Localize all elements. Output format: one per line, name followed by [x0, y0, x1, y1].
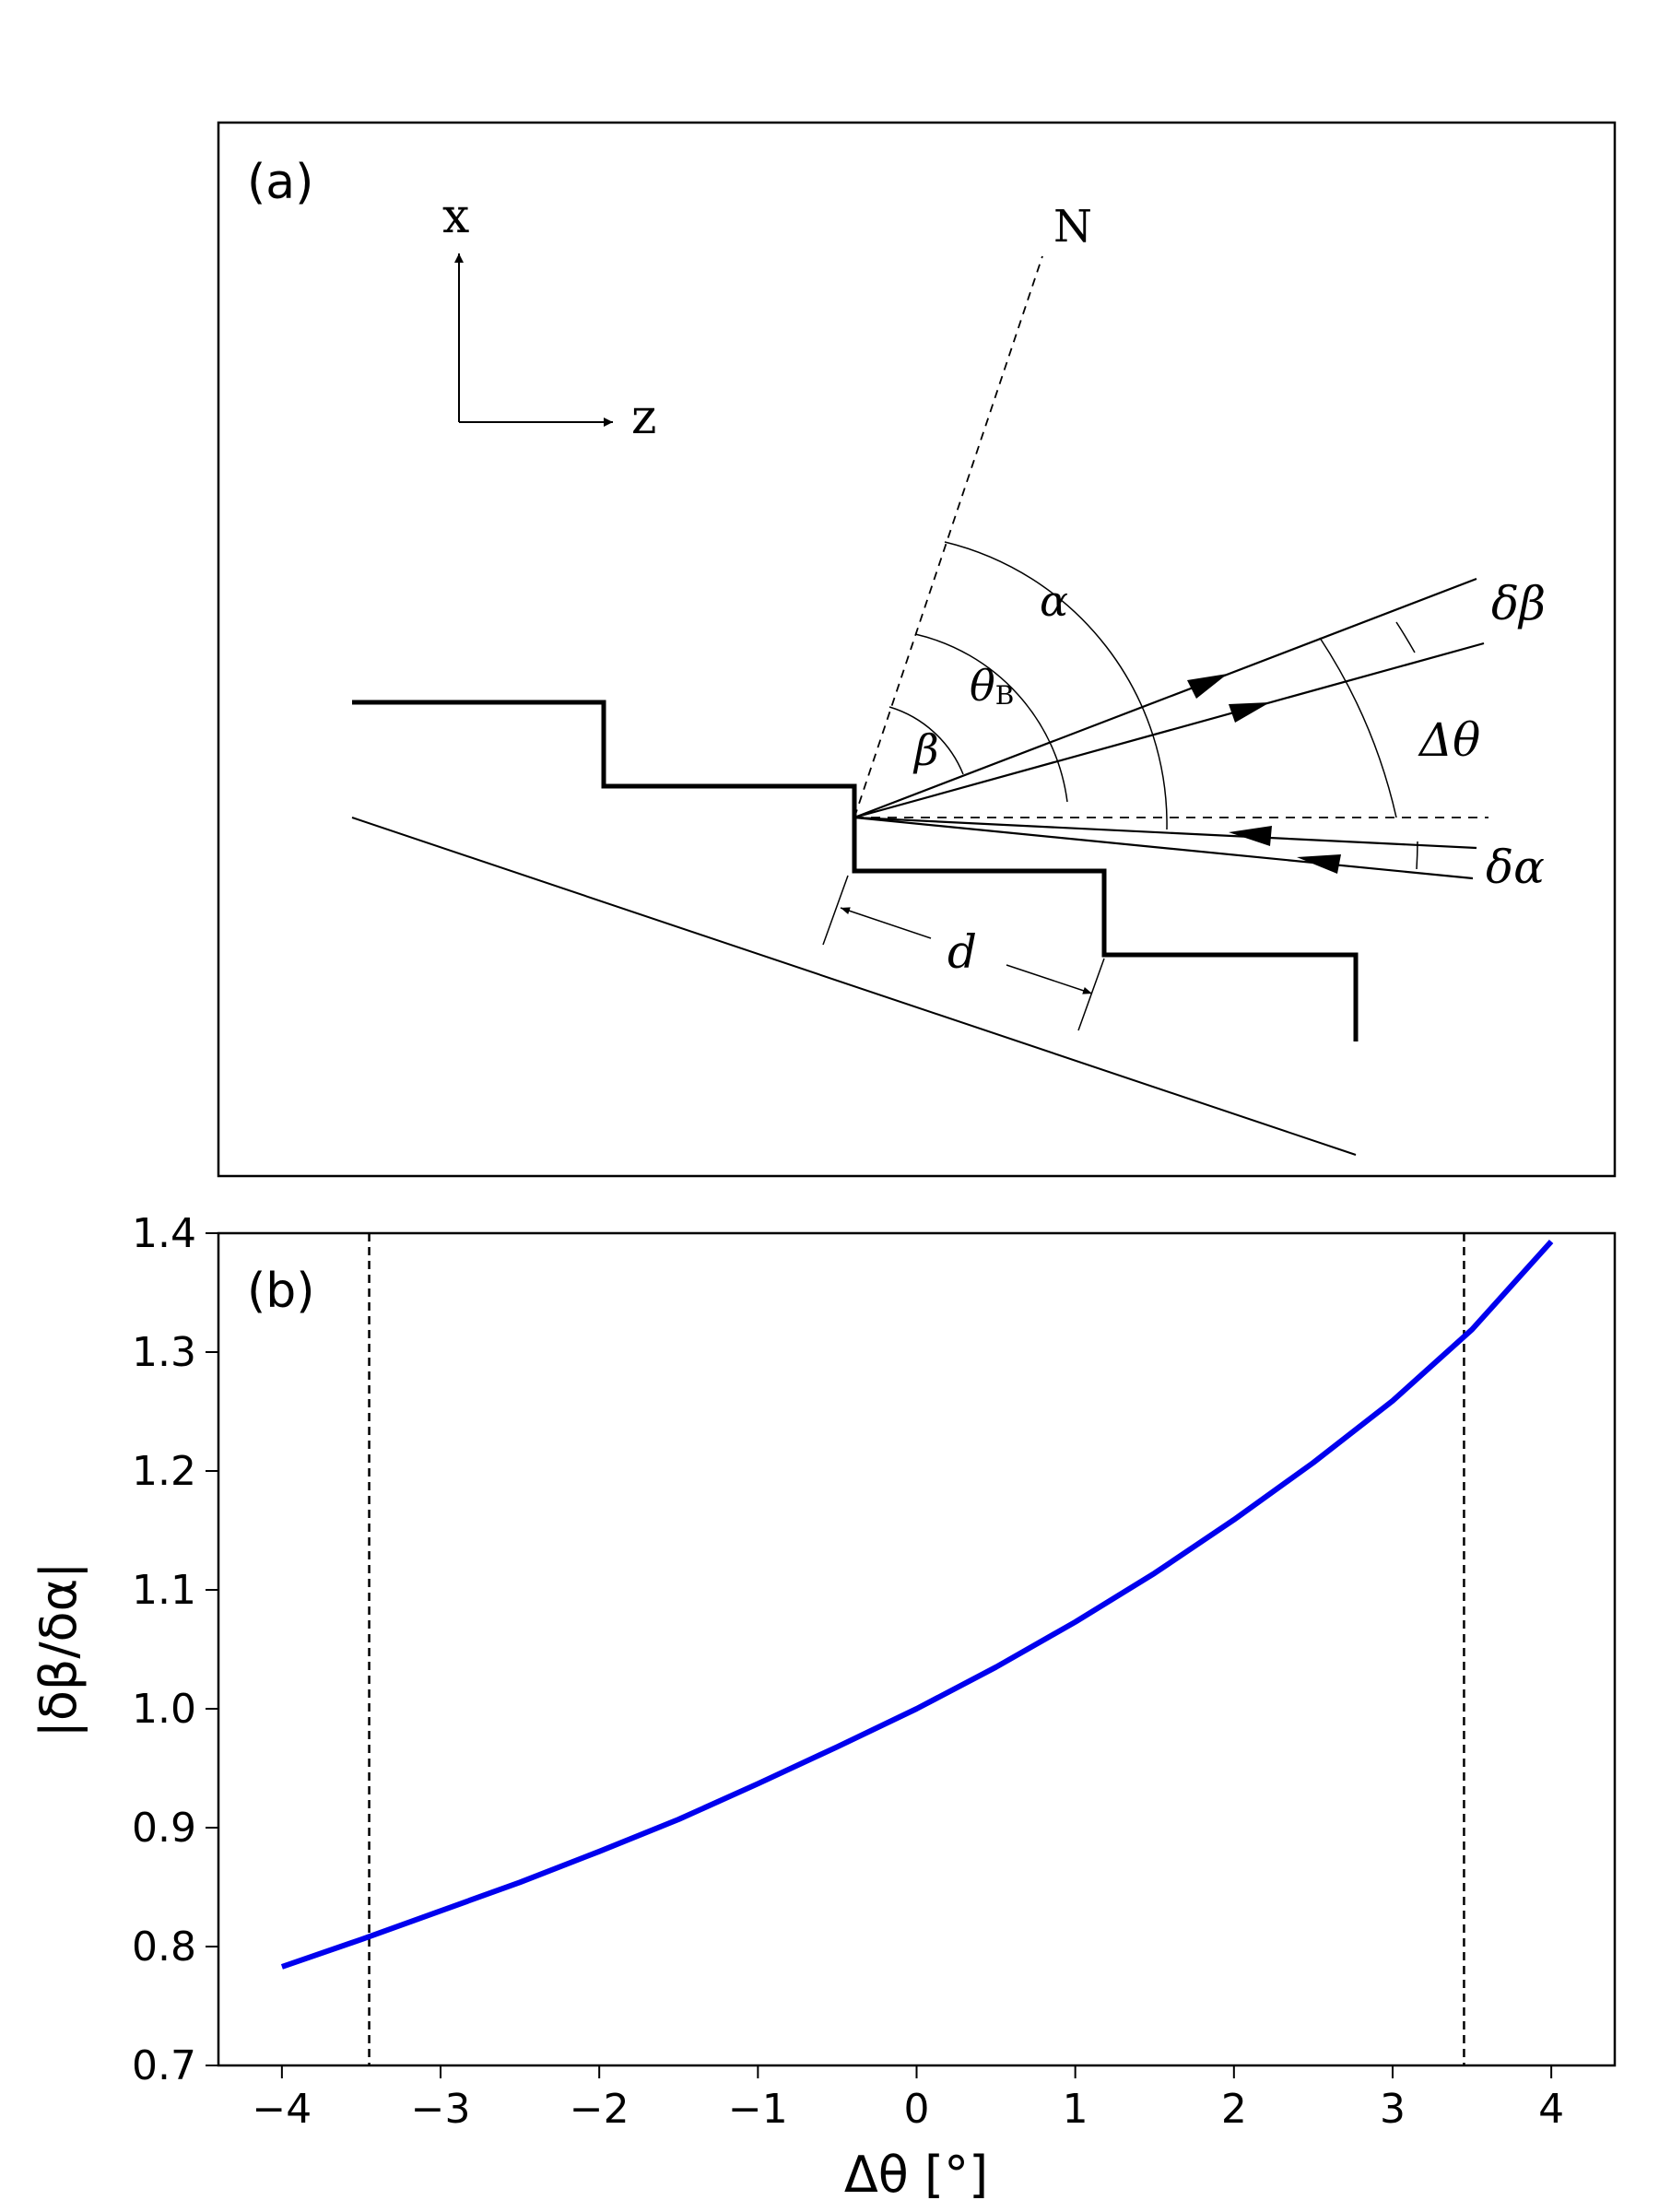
series-line	[280, 1239, 1554, 1970]
normal-line	[853, 255, 1043, 818]
x-tick-label: −3	[411, 2086, 471, 2133]
y-tick-label: 0.8	[132, 1924, 196, 1971]
x-tick-label: −1	[728, 2086, 788, 2133]
diffracted-arrowhead-lower	[1229, 702, 1270, 723]
panel-a-frame	[217, 121, 1617, 1178]
period-arrow-right	[1006, 964, 1093, 994]
period-dimension: d	[822, 875, 1105, 1031]
delta-alpha-arc	[1416, 841, 1418, 870]
period-tick-left	[822, 875, 849, 946]
incident-ray-upper	[853, 816, 1477, 850]
x-axis-title: Δθ [°]	[844, 2146, 988, 2204]
y-tick-label: 0.9	[132, 1805, 196, 1852]
delta-alpha-label: δα	[1486, 841, 1545, 894]
z-axis-label: z	[631, 390, 656, 445]
delta-beta-arc	[1395, 621, 1416, 653]
y-tick-label: 1.3	[132, 1329, 196, 1376]
vline-group	[368, 1233, 1465, 2065]
x-axis-label: x	[442, 189, 469, 244]
normal-label: N	[1053, 201, 1092, 253]
axes-glyph: x z	[442, 189, 656, 445]
incident-arrowhead-lower	[1297, 854, 1341, 874]
theta-b-arc	[914, 633, 1068, 803]
x-tick-label: 3	[1380, 2086, 1406, 2133]
x-tick-label: 4	[1538, 2086, 1564, 2133]
theta-b-subscript: B	[995, 680, 1015, 711]
plot-area	[217, 1231, 1617, 2067]
diffracted-ray-upper	[853, 577, 1477, 819]
x-ticks: −4 −3 −2 −1 0 1 2 3 4	[252, 2065, 1564, 2133]
y-ticks: 0.7 0.8 0.9 1.0 1.1 1.2 1.3 1.4	[132, 1210, 218, 2089]
panel-a-label: (a)	[247, 155, 313, 210]
y-tick-label: 1.4	[132, 1210, 196, 1257]
y-tick-label: 0.7	[132, 2042, 196, 2089]
panel-b: −4 −3 −2 −1 0 1 2 3 4 0.7 0.8 0.9 1.0 1.1 1.2 1.3 1.4 (…	[29, 1210, 1617, 2204]
substrate-line	[351, 817, 1357, 1156]
panel-a: (a) x z N α	[217, 121, 1617, 1178]
alpha-arc	[944, 541, 1168, 830]
x-tick-label: 1	[1063, 2086, 1088, 2133]
alpha-label: α	[1040, 576, 1068, 626]
delta-theta-label: Δθ	[1418, 713, 1480, 767]
incident-ray-lower	[853, 816, 1474, 880]
y-axis-title: |δβ/δα|	[29, 1562, 88, 1738]
x-tick-label: −4	[252, 2086, 312, 2133]
y-tick-label: 1.1	[132, 1567, 196, 1614]
delta-beta-label: δβ	[1491, 577, 1546, 630]
plot-frame	[217, 1231, 1617, 2067]
y-tick-label: 1.0	[132, 1686, 196, 1733]
x-tick-label: 2	[1221, 2086, 1247, 2133]
incident-arrowhead-upper	[1229, 826, 1272, 846]
period-label: d	[947, 925, 977, 979]
theta-b-symbol: θ	[970, 661, 995, 711]
x-tick-label: −2	[570, 2086, 629, 2133]
x-tick-label: 0	[904, 2086, 930, 2133]
diffracted-arrowhead-upper	[1187, 674, 1228, 699]
period-tick-right	[1077, 958, 1105, 1031]
diffracted-ray-lower	[853, 641, 1485, 819]
delta-theta-arc	[1319, 637, 1397, 818]
theta-b-label: θB	[970, 661, 1014, 711]
beta-arc	[888, 706, 964, 775]
y-tick-label: 1.2	[132, 1448, 196, 1495]
beta-label: β	[912, 725, 939, 775]
period-arrow-left	[840, 907, 932, 939]
grating-steps	[352, 700, 1359, 1041]
panel-b-label: (b)	[247, 1264, 315, 1319]
